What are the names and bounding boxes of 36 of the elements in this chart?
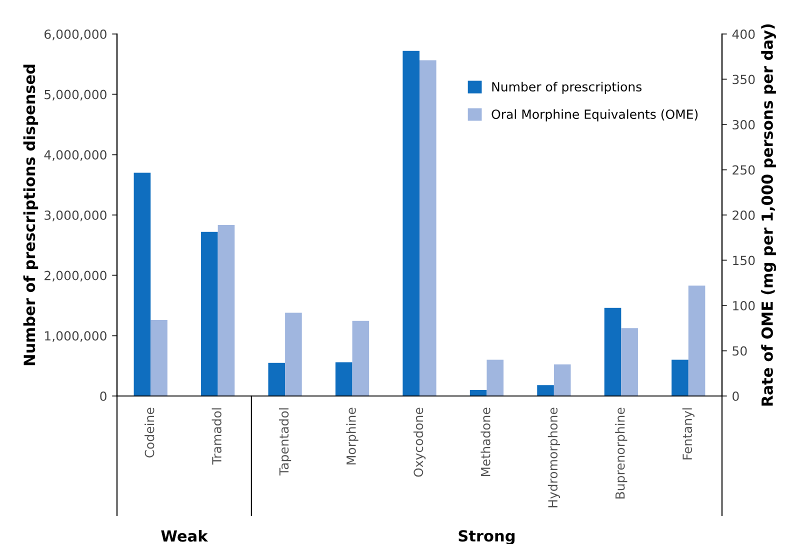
legend-label: Number of prescriptions <box>492 82 642 94</box>
x-tick-label: Buprenorphine <box>615 408 628 499</box>
x-tick-label: Oxycodone <box>413 408 426 477</box>
legend-label: Oral Morphine Equivalents (OME) <box>492 109 698 122</box>
x-tick-label: Methadone <box>480 408 490 476</box>
y2-tick-label: 250 <box>732 165 755 175</box>
x-tick-label: Codeine <box>144 408 154 458</box>
bar <box>285 312 302 396</box>
x-tick-label: Fentanyl <box>682 408 694 460</box>
y2-axis-title: Rate of OME (mg per 1,000 persons per day) <box>761 24 776 406</box>
y2-tick-label: 100 <box>733 300 755 310</box>
text: Weak <box>161 530 208 542</box>
y2-tick-label: 350 <box>732 74 755 84</box>
y-tick-label: 0 <box>100 391 106 401</box>
y2-tick-label: 200 <box>732 210 755 220</box>
y-tick-label: 2,000,000 <box>44 270 106 282</box>
y2-tick-label: 150 <box>733 256 755 266</box>
y-tick-label: 4,000,000 <box>44 150 106 161</box>
y2-tick-label: 300 <box>732 120 755 130</box>
y-tick-label: 1,000,000 <box>45 331 106 342</box>
bar <box>688 286 706 396</box>
y2-tick-label: 0 <box>732 391 739 401</box>
y-tick-label: 5,000,000 <box>44 90 106 101</box>
y2-tick-label: 400 <box>732 29 755 39</box>
y-tick-label: 3,000,000 <box>44 210 106 222</box>
x-tick-label: Tapentadol <box>279 408 292 476</box>
x-tick-label: Morphine <box>346 408 358 464</box>
y2-tick-label: 50 <box>732 346 747 356</box>
y-axis-title: Number of prescriptions dispensed <box>23 64 38 366</box>
bar <box>352 320 370 396</box>
x-tick-label: Hydromorphone <box>548 408 560 508</box>
x-tick-label: Tramadol <box>212 408 222 465</box>
bar <box>486 360 504 396</box>
y-tick-label: 6,000,000 <box>44 29 106 40</box>
bar <box>134 172 151 396</box>
bar <box>554 364 571 396</box>
